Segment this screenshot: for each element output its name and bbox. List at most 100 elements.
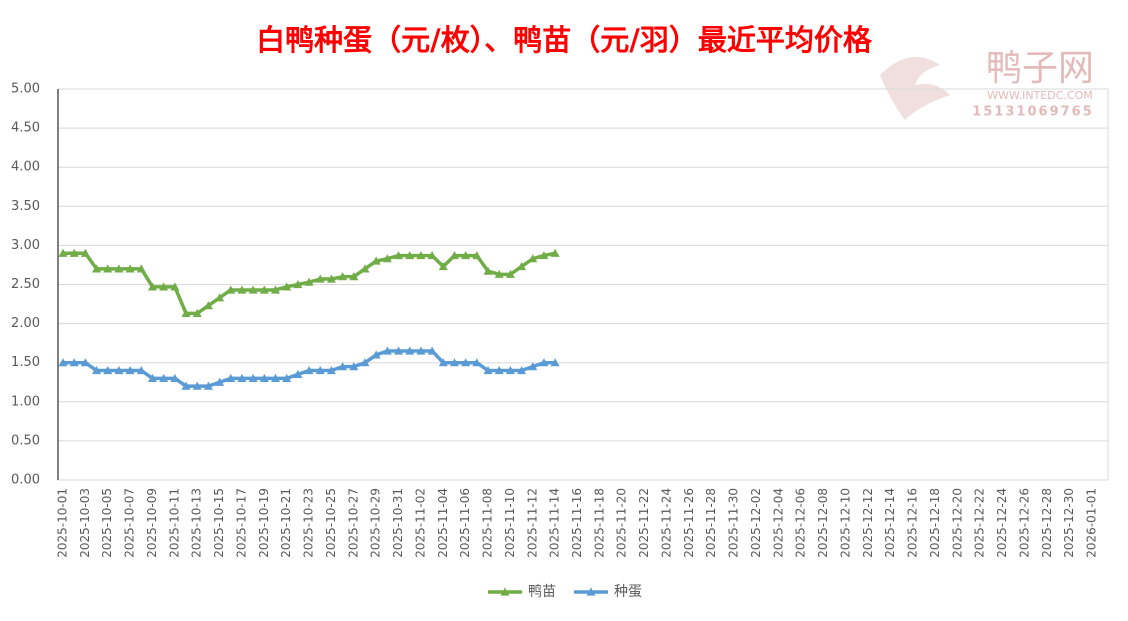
data-point [170,373,180,382]
x-tick-label: 2025-12-02 [749,488,763,558]
data-point [416,346,426,355]
data-point [315,274,325,283]
data-point [405,251,415,260]
x-tick-label: 2025-12-06 [794,488,808,558]
data-point [237,285,247,294]
y-tick-label: 3.50 [11,199,40,214]
x-tick-label: 2026-01-01 [1085,488,1099,558]
data-point [271,373,281,382]
data-point [181,381,191,390]
data-point [349,362,359,371]
data-point [136,366,146,375]
data-point [147,373,157,382]
data-point [338,362,348,371]
data-point [215,377,225,386]
x-tick-label: 2025-12-14 [883,488,897,558]
x-tick-label: 2025-10-07 [123,488,137,558]
x-tick-label: 2025-10-09 [145,488,159,558]
x-tick-label: 2025-10-11 [167,488,181,558]
data-point [505,366,515,375]
chart-title: 白鸭种蛋（元/枚）、鸭苗（元/羽）最近平均价格 [256,23,873,57]
data-point [304,277,314,286]
x-tick-label: 2025-11-18 [592,488,606,558]
data-point [237,373,247,382]
watermark: 鸭子网 WWW.INTEDC.COM 15131069765 [880,48,1094,120]
data-point [58,358,68,367]
data-point [58,248,68,257]
y-tick-label: 0.00 [11,473,40,488]
data-point [315,366,325,375]
data-point [170,282,180,291]
watermark-site: WWW.INTEDC.COM [987,89,1092,102]
data-point [483,366,493,375]
x-tick-label: 2025-10-25 [324,488,338,558]
data-point [215,293,225,302]
x-tick-label: 2025-11-02 [413,488,427,558]
x-tick-label: 2025-11-24 [659,488,673,558]
x-tick-label: 2025-12-08 [816,488,830,558]
data-point [382,254,392,263]
data-point [114,366,124,375]
data-point [394,346,404,355]
data-point [539,358,549,367]
data-point [438,262,448,271]
data-point [416,251,426,260]
x-tick-label: 2025-10-01 [56,488,70,558]
y-tick-label: 5.00 [11,82,40,97]
x-tick-label: 2025-12-20 [950,488,964,558]
data-point [371,256,381,265]
data-point [92,264,102,273]
x-tick-label: 2025-12-24 [995,488,1009,558]
x-tick-label: 2025-12-26 [1017,488,1031,558]
x-tick-label: 2025-10-05 [100,488,114,558]
data-point [159,373,169,382]
data-point [103,264,113,273]
data-point [483,266,493,275]
data-point [293,369,303,379]
data-point [136,264,146,273]
data-point [517,366,527,375]
x-tick-label: 2025-10-21 [279,488,293,558]
data-point [528,254,538,263]
data-point [539,251,549,260]
data-point [427,346,437,355]
x-tick-label: 2025-11-26 [682,488,696,558]
x-tick-label: 2025-12-30 [1062,488,1076,558]
data-point [192,381,202,390]
data-point [349,272,359,281]
x-tick-label: 2025-10-23 [302,488,316,558]
data-point [427,251,437,260]
data-point [248,373,258,382]
data-point [69,248,79,257]
x-tick-label: 2025-10-19 [257,488,271,558]
data-point [449,358,459,367]
data-point [461,358,471,367]
data-point [293,280,303,289]
x-tick-label: 2025-12-22 [973,488,987,558]
x-tick-label: 2025-12-12 [861,488,875,558]
legend-label: 种蛋 [614,584,642,600]
x-tick-label: 2025-11-20 [615,488,629,558]
data-point [248,285,258,294]
y-tick-label: 1.50 [11,355,40,370]
data-point [438,358,448,367]
x-tick-label: 2025-10-13 [190,488,204,558]
y-tick-label: 4.00 [11,160,40,175]
data-point [159,282,169,291]
data-point [449,251,459,260]
y-tick-label: 2.00 [11,316,40,331]
legend-marker [586,587,596,596]
data-point [326,366,336,375]
data-point [326,274,336,283]
data-point [203,301,213,310]
y-tick-label: 3.00 [11,238,40,253]
data-point [271,285,281,294]
x-tick-label: 2025-11-16 [570,488,584,558]
x-tick-label: 2025-12-04 [771,488,785,558]
x-tick-label: 2025-11-30 [727,488,741,558]
data-point [92,366,102,375]
data-point [505,269,515,278]
x-tick-label: 2025-10-29 [369,488,383,558]
